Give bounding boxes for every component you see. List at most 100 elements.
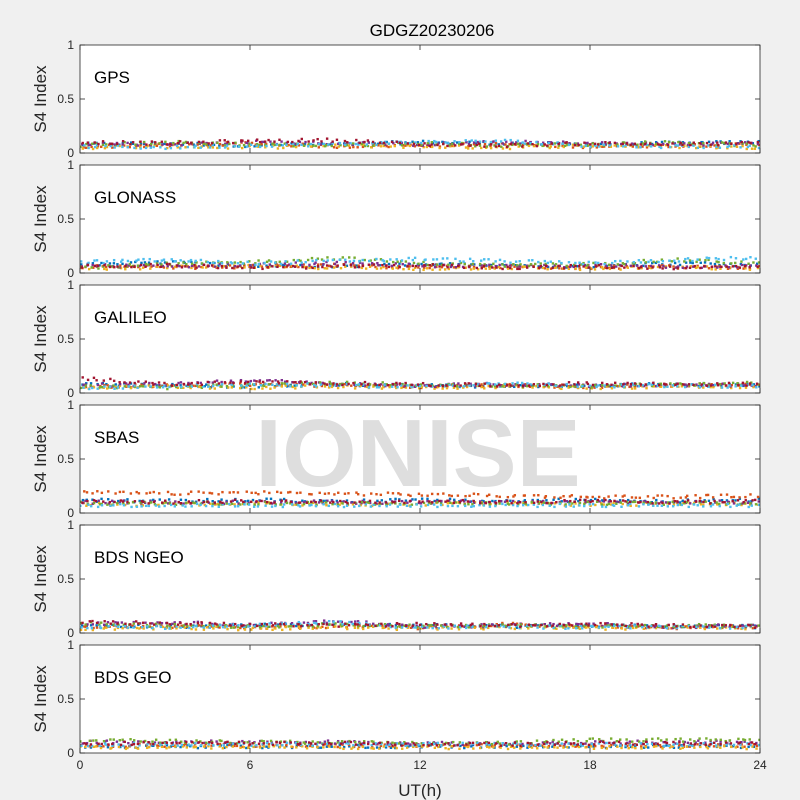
data-point xyxy=(260,140,263,144)
data-point xyxy=(341,502,344,505)
data-point xyxy=(468,500,472,503)
data-point xyxy=(499,266,502,270)
data-point xyxy=(194,624,198,628)
data-point xyxy=(342,505,346,509)
data-point xyxy=(366,746,370,749)
data-point xyxy=(537,502,541,505)
data-point xyxy=(752,385,755,389)
data-point xyxy=(758,264,760,268)
data-point xyxy=(267,138,270,142)
data-point xyxy=(438,743,442,747)
data-point xyxy=(301,142,304,145)
data-point xyxy=(513,142,516,146)
data-point xyxy=(222,621,226,625)
data-point xyxy=(96,146,99,150)
data-point xyxy=(518,626,521,630)
data-point xyxy=(104,501,107,505)
data-point xyxy=(736,382,739,385)
data-point xyxy=(165,261,168,264)
data-point xyxy=(527,623,531,626)
data-point xyxy=(642,627,645,630)
data-point xyxy=(132,622,136,625)
data-point xyxy=(150,140,154,143)
data-point xyxy=(605,385,608,388)
data-point xyxy=(86,378,90,382)
data-point xyxy=(331,623,334,626)
data-point xyxy=(476,383,479,386)
data-point xyxy=(472,499,475,503)
data-point xyxy=(626,498,630,502)
data-point xyxy=(630,142,634,145)
data-point xyxy=(137,258,140,261)
data-point xyxy=(542,627,545,630)
data-point xyxy=(292,381,295,384)
data-point xyxy=(431,268,434,271)
data-point xyxy=(644,383,647,386)
data-point xyxy=(625,142,628,145)
data-point xyxy=(729,623,732,627)
data-point xyxy=(230,262,234,265)
data-point xyxy=(145,143,148,146)
data-point xyxy=(696,146,700,150)
data-point xyxy=(731,744,735,748)
data-point xyxy=(92,266,95,269)
data-point xyxy=(208,626,211,629)
data-point xyxy=(357,143,360,146)
data-point xyxy=(680,385,684,388)
data-point xyxy=(308,266,311,270)
data-point xyxy=(276,265,279,269)
data-point xyxy=(741,144,744,148)
data-point xyxy=(435,386,438,389)
data-point xyxy=(109,622,112,625)
data-point xyxy=(248,265,251,269)
data-point xyxy=(395,386,398,390)
data-point xyxy=(575,622,578,626)
data-point xyxy=(141,625,144,629)
data-point xyxy=(611,261,614,265)
data-point xyxy=(593,623,597,627)
data-point xyxy=(676,500,679,503)
data-point xyxy=(664,385,668,388)
data-point xyxy=(93,259,96,262)
data-point xyxy=(269,260,273,263)
data-point xyxy=(357,383,361,386)
data-point xyxy=(750,500,753,503)
data-point xyxy=(224,143,227,147)
data-point xyxy=(168,385,171,389)
data-point xyxy=(169,146,173,150)
data-point xyxy=(348,745,351,748)
data-point xyxy=(258,143,261,147)
data-point xyxy=(278,384,281,387)
data-point xyxy=(158,621,162,624)
data-point xyxy=(604,628,607,631)
data-point xyxy=(752,742,756,746)
data-point xyxy=(663,384,666,387)
data-point xyxy=(389,145,392,148)
data-point xyxy=(242,143,246,147)
data-point xyxy=(157,744,160,747)
data-point xyxy=(488,263,491,267)
data-point xyxy=(349,263,353,267)
data-point xyxy=(208,621,212,625)
data-point xyxy=(398,262,401,265)
data-point xyxy=(745,624,748,628)
data-point xyxy=(531,259,534,262)
data-point xyxy=(734,257,738,260)
data-point xyxy=(474,145,477,148)
data-point xyxy=(187,500,191,503)
data-point xyxy=(488,505,492,508)
data-point xyxy=(560,261,563,265)
data-point xyxy=(727,266,731,269)
data-point xyxy=(424,263,428,266)
data-point xyxy=(624,624,627,628)
data-point xyxy=(684,261,688,264)
data-point xyxy=(418,385,422,388)
data-point xyxy=(177,139,180,143)
data-point xyxy=(225,144,229,147)
data-point xyxy=(485,744,488,747)
data-point xyxy=(233,267,236,270)
data-point xyxy=(470,505,473,508)
data-point xyxy=(540,623,543,627)
